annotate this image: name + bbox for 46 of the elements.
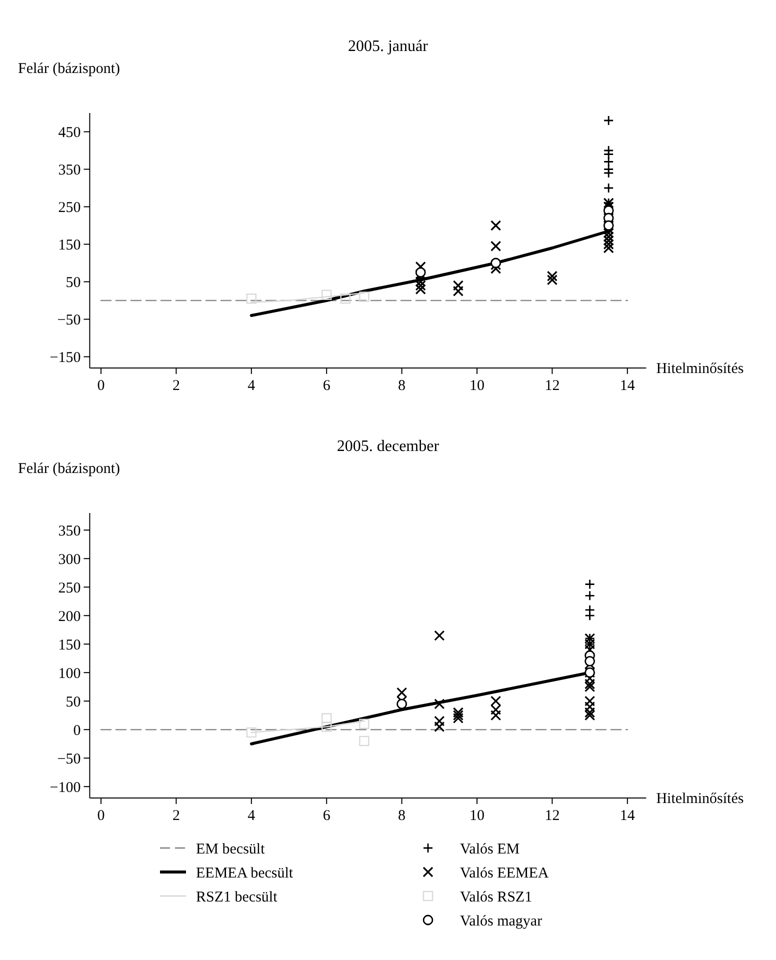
x-axis-title: Hitelminősítés [656, 791, 744, 807]
y-tick-label: 250 [58, 580, 81, 596]
legend-label: Valós magyar [460, 913, 542, 930]
x-axis-title: Hitelminősítés [656, 361, 744, 377]
x-tick-label: 10 [470, 808, 484, 824]
x-tick-label: 6 [322, 808, 331, 824]
x-tick-label: 2 [172, 808, 180, 824]
x-tick-label: 10 [470, 378, 484, 394]
x-tick-label: 6 [322, 378, 331, 394]
y-tick-label: 150 [58, 238, 81, 254]
x-tick-label: 8 [398, 808, 406, 824]
y-axis-title: Felár (bázispont) [18, 461, 120, 477]
y-axis-title: Felár (bázispont) [18, 61, 120, 77]
x-tick-label: 12 [544, 808, 560, 824]
x-tick-label: 2 [172, 378, 180, 394]
chart-title: 2005. december [336, 438, 440, 455]
x-tick-label: 4 [248, 808, 256, 824]
legend-label: Valós RSZ1 [460, 889, 532, 906]
x-tick-label: 8 [398, 378, 406, 394]
legend-label: EM becsült [196, 841, 266, 858]
legend-label: Valós EM [460, 841, 520, 858]
y-tick-label: −50 [57, 312, 81, 328]
y-tick-label: 350 [58, 162, 81, 178]
chart-title: 2005. január [348, 38, 429, 55]
y-tick-label: 300 [58, 552, 81, 568]
y-tick-label: −100 [50, 780, 81, 796]
legend-label: RSZ1 becsült [196, 889, 278, 906]
y-tick-label: 0 [73, 722, 81, 739]
x-tick-label: 14 [620, 808, 636, 824]
y-tick-label: 50 [66, 694, 81, 710]
y-tick-label: 200 [58, 608, 81, 625]
y-tick-label: 250 [58, 200, 81, 216]
y-tick-label: 450 [58, 125, 81, 141]
x-tick-label: 0 [97, 808, 105, 824]
x-tick-label: 14 [620, 378, 636, 394]
legend-label: Valós EEMEA [460, 865, 549, 882]
y-tick-label: 350 [58, 523, 81, 540]
y-tick-label: 100 [58, 666, 81, 682]
x-tick-label: 4 [248, 378, 256, 394]
x-tick-label: 0 [97, 378, 105, 394]
y-tick-label: 150 [58, 637, 81, 654]
y-tick-label: −50 [57, 751, 81, 768]
y-tick-label: 50 [66, 275, 81, 291]
x-tick-label: 12 [544, 378, 560, 394]
y-tick-label: −150 [50, 350, 81, 366]
legend-label: EEMEA becsült [196, 865, 294, 882]
